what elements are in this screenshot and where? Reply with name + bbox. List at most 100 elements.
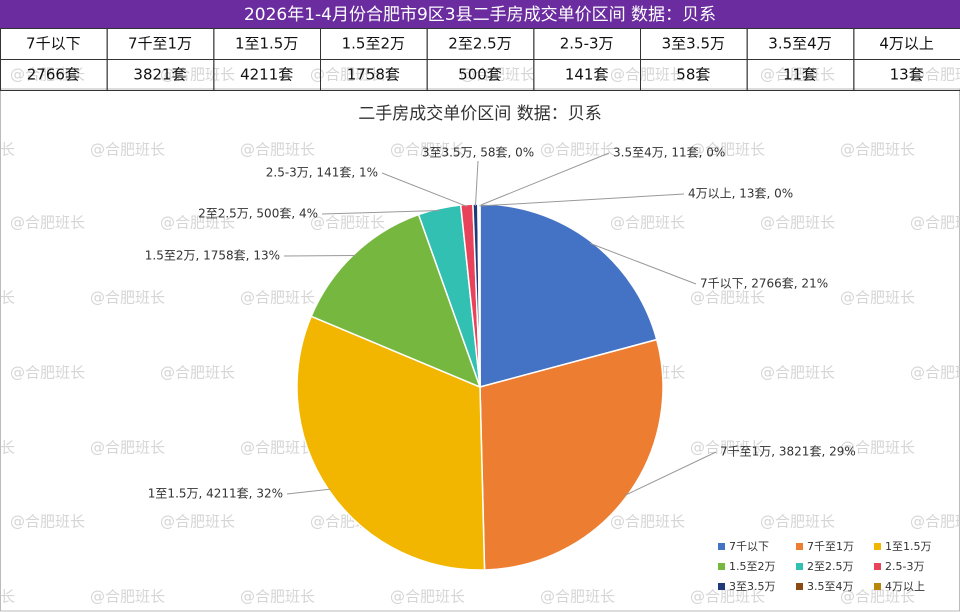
data-label: 2.5-3万, 141套, 1%	[266, 166, 378, 180]
legend-marker	[796, 543, 803, 550]
leader-line	[321, 210, 440, 215]
table-text: 2766套	[27, 66, 80, 84]
watermark: @合肥班长	[310, 66, 385, 84]
watermark: @合肥班长	[840, 141, 915, 159]
table-text: 2.5-3万	[560, 35, 614, 53]
leader-line	[589, 242, 697, 285]
data-label: 2至2.5万, 500套, 4%	[198, 207, 318, 221]
table-text: 11套	[783, 66, 817, 84]
leader-line	[478, 152, 610, 207]
legend-label: 3.5至4万	[807, 580, 854, 593]
watermark: @合肥班长	[90, 289, 165, 307]
table-text: 7千以下	[26, 35, 81, 53]
data-label: 7千以下, 2766套, 21%	[700, 277, 828, 291]
data-label: 3至3.5万, 58套, 0%	[422, 146, 534, 160]
watermark: @合肥班长	[90, 588, 165, 606]
watermark: @合肥班长	[540, 141, 615, 159]
data-label: 1.5至2万, 1758套, 13%	[145, 249, 280, 263]
table-text: 4万以上	[879, 35, 934, 53]
title-bar	[0, 0, 960, 28]
table-text: 3至3.5万	[662, 35, 725, 53]
legend-marker	[718, 543, 725, 550]
legend-marker	[718, 583, 725, 590]
legend-marker	[874, 543, 881, 550]
legend-marker	[718, 563, 725, 570]
watermark: @合肥班长	[840, 439, 915, 457]
table-text: 1.5至2万	[342, 35, 405, 53]
watermark: @合肥班长	[690, 141, 765, 159]
watermark: @合肥班长	[690, 588, 765, 606]
watermark: @合肥班长	[910, 66, 960, 84]
chart-title: 二手房成交单价区间 数据：贝系	[358, 104, 601, 124]
table-text: 7千至1万	[128, 35, 192, 53]
pie-slice	[478, 203, 481, 388]
data-label: 7千至1万, 3821套, 29%	[720, 445, 856, 459]
pie-slice	[310, 213, 482, 389]
watermark: @合肥班长	[0, 141, 15, 159]
table-text: 1758套	[347, 66, 400, 84]
watermark: @合肥班长	[390, 141, 465, 159]
watermark: @合肥班长	[10, 66, 85, 84]
watermark: @合肥班长	[0, 588, 15, 606]
table-text: 1至1.5万	[235, 35, 298, 53]
table-text: 2至2.5万	[448, 35, 511, 53]
watermark: @合肥班长	[910, 364, 960, 382]
watermark: @合肥班长	[690, 289, 765, 307]
watermark: @合肥班长	[90, 141, 165, 159]
data-label: 1至1.5万, 4211套, 32%	[148, 487, 283, 501]
leader-line	[624, 451, 717, 496]
legend-label: 1至1.5万	[885, 540, 932, 553]
watermark: @合肥班长	[10, 364, 85, 382]
watermark: @合肥班长	[760, 66, 835, 84]
watermark: @合肥班长	[10, 513, 85, 531]
pie-slice	[479, 203, 658, 388]
pie-slice	[296, 315, 486, 571]
watermark: @合肥班长	[90, 439, 165, 457]
data-label: 3.5至4万, 11套, 0%	[613, 146, 725, 160]
watermark: @合肥班长	[10, 214, 85, 232]
legend-label: 2至2.5万	[807, 560, 854, 573]
table-text: 58套	[676, 66, 710, 84]
watermark: @合肥班长	[690, 439, 765, 457]
watermark: @合肥班长	[910, 513, 960, 531]
watermark: @合肥班长	[160, 513, 235, 531]
leader-line	[286, 488, 331, 495]
watermark: @合肥班长	[760, 513, 835, 531]
legend-marker	[796, 583, 803, 590]
legend-label: 7千以下	[729, 540, 769, 553]
page-title: 2026年1-4月份合肥市9区3县二手房成交单价区间 数据：贝系	[244, 5, 716, 25]
legend-label: 2.5-3万	[885, 560, 924, 573]
table-cell	[853, 59, 960, 91]
legend-label: 4万以上	[885, 580, 925, 593]
watermark: @合肥班长	[0, 289, 15, 307]
leader-line	[381, 172, 468, 207]
watermark: @合肥班长	[760, 364, 835, 382]
table-text: 141套	[565, 66, 609, 84]
legend-marker	[874, 583, 881, 590]
table-text: 13套	[890, 66, 924, 84]
watermark: @合肥班长	[240, 289, 315, 307]
watermark: @合肥班长	[840, 588, 915, 606]
watermark: @合肥班长	[840, 289, 915, 307]
legend-label: 7千至1万	[807, 540, 854, 553]
watermark: @合肥班长	[0, 439, 15, 457]
table-text: 3.5至4万	[768, 35, 831, 53]
watermark: @合肥班长	[240, 439, 315, 457]
table-text: 3821套	[133, 66, 186, 84]
watermark: @合肥班长	[610, 214, 685, 232]
watermark: @合肥班长	[240, 141, 315, 159]
watermark: @合肥班长	[760, 214, 835, 232]
watermark: @合肥班长	[240, 588, 315, 606]
watermark: @合肥班长	[910, 214, 960, 232]
pie-slice	[479, 338, 664, 571]
watermark: @合肥班长	[390, 588, 465, 606]
legend-label: 1.5至2万	[729, 560, 776, 573]
watermark: @合肥班长	[310, 214, 385, 232]
leader-line	[479, 193, 685, 207]
watermark: @合肥班长	[540, 588, 615, 606]
watermark: @合肥班长	[610, 513, 685, 531]
data-label: 4万以上, 13套, 0%	[688, 187, 793, 201]
table-text: 500套	[458, 66, 502, 84]
watermark: @合肥班长	[610, 66, 685, 84]
